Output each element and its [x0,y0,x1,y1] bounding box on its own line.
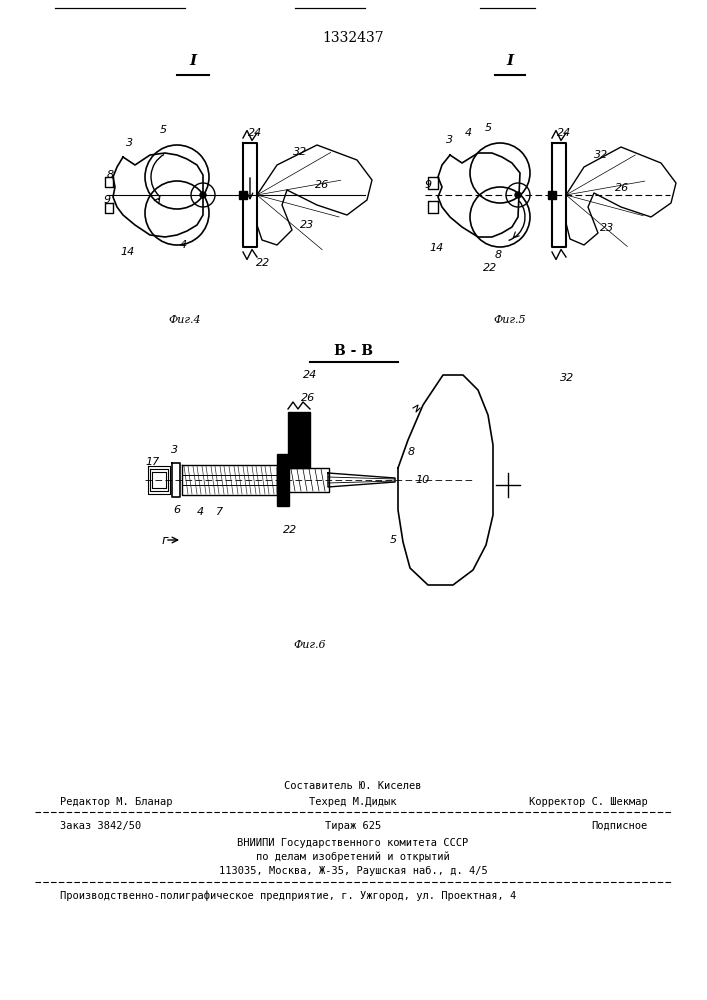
Text: 22: 22 [283,525,297,535]
Polygon shape [277,454,289,506]
Text: Корректор С. Шекмар: Корректор С. Шекмар [530,797,648,807]
Text: 3: 3 [446,135,454,145]
Text: 23: 23 [300,220,314,230]
Text: Фиг.6: Фиг.6 [293,640,327,650]
Text: B - B: B - B [334,344,373,358]
Text: 7: 7 [216,507,223,517]
Text: 5: 5 [390,535,397,545]
Text: 5: 5 [484,123,491,133]
Text: 24: 24 [557,128,571,138]
Text: 23: 23 [600,223,614,233]
Text: по делам изобретений и открытий: по делам изобретений и открытий [256,852,450,862]
Polygon shape [239,191,247,199]
Polygon shape [548,191,556,199]
Circle shape [515,192,521,198]
Text: 22: 22 [483,263,497,273]
Text: 4: 4 [180,240,187,250]
Text: 1332437: 1332437 [322,31,384,45]
Text: 32: 32 [560,373,574,383]
Text: 4: 4 [464,128,472,138]
Text: 24: 24 [303,370,317,380]
Text: 8: 8 [107,170,114,180]
Text: Фиг.4: Фиг.4 [169,315,201,325]
Text: 17: 17 [146,457,160,467]
Text: ВНИИПИ Государственного комитета СССР: ВНИИПИ Государственного комитета СССР [238,838,469,848]
Text: Производственно-полиграфическое предприятие, г. Ужгород, ул. Проектная, 4: Производственно-полиграфическое предприя… [60,891,516,901]
Text: 3: 3 [171,445,179,455]
Text: 8: 8 [494,250,501,260]
Text: 3: 3 [127,138,134,148]
Text: Техред М.Дидык: Техред М.Дидык [309,797,397,807]
Text: 9: 9 [424,180,431,190]
Polygon shape [288,412,310,468]
Text: Подписное: Подписное [592,821,648,831]
Text: 26: 26 [615,183,629,193]
Text: 14: 14 [430,243,444,253]
Text: 10: 10 [415,475,429,485]
Text: Составитель Ю. Киселев: Составитель Ю. Киселев [284,781,422,791]
Text: 32: 32 [293,147,308,157]
Text: 8: 8 [408,447,415,457]
Text: 26: 26 [301,393,315,403]
Text: 113035, Москва, Ж-35, Раушская наб., д. 4/5: 113035, Москва, Ж-35, Раушская наб., д. … [218,866,487,876]
Text: 9: 9 [103,195,110,205]
Text: 24: 24 [248,128,262,138]
Text: Тираж 625: Тираж 625 [325,821,381,831]
Text: Фиг.5: Фиг.5 [493,315,526,325]
Circle shape [200,192,206,198]
Text: 14: 14 [121,247,135,257]
Text: I: I [506,54,513,68]
Text: 5: 5 [160,125,167,135]
Text: 4: 4 [197,507,204,517]
Text: 22: 22 [256,258,270,268]
Text: г: г [162,534,169,546]
Text: 32: 32 [594,150,608,160]
Text: I: I [189,54,197,68]
Text: Редактор М. Бланар: Редактор М. Бланар [60,797,173,807]
Text: 6: 6 [173,505,180,515]
Text: 26: 26 [315,180,329,190]
Text: Заказ 3842/50: Заказ 3842/50 [60,821,141,831]
